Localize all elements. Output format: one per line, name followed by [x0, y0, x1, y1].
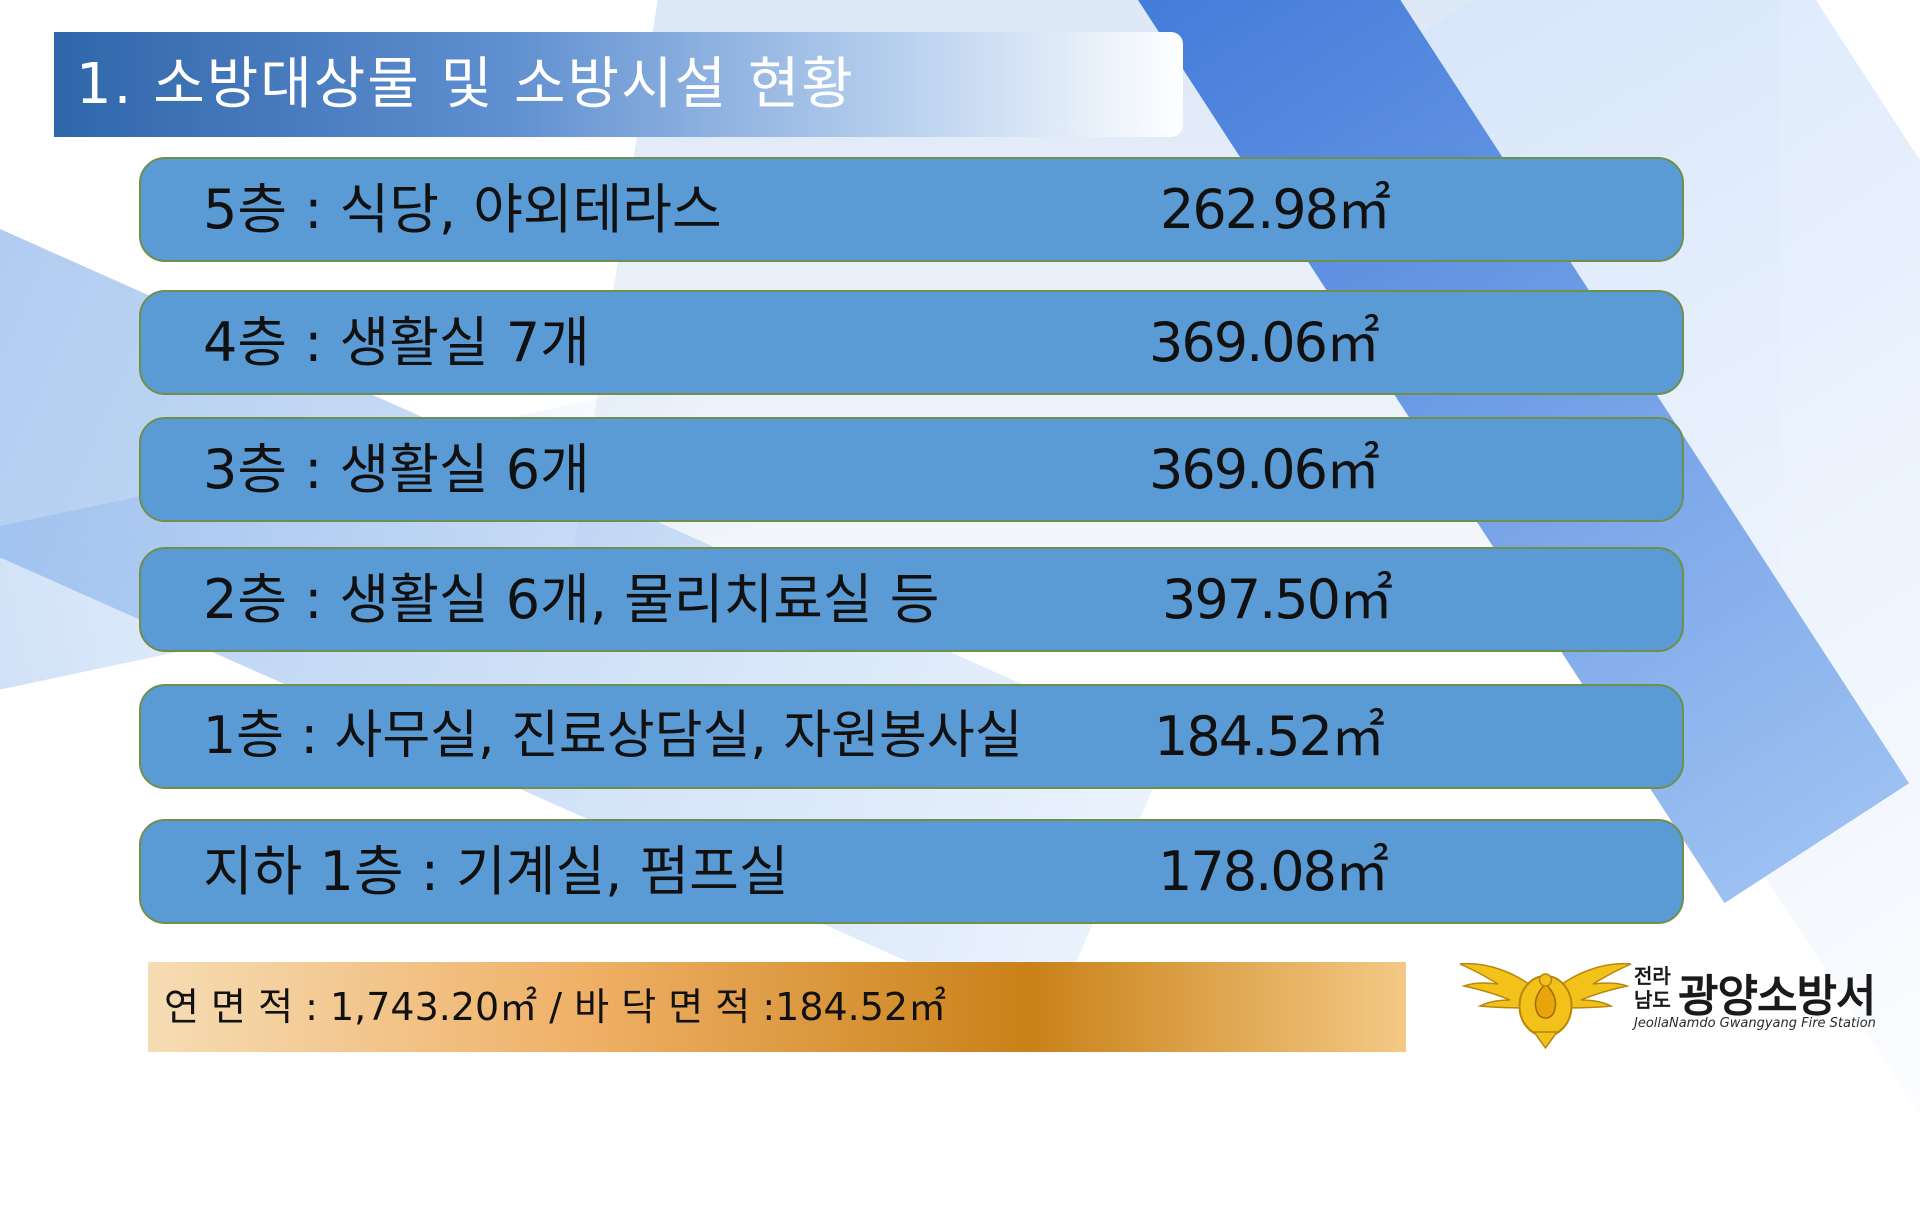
- total-area-summary: 연 면 적 : 1,743.20㎡ / 바 닥 면 적 :184.52㎡: [164, 985, 947, 1029]
- summary-bar: 연 면 적 : 1,743.20㎡ / 바 닥 면 적 :184.52㎡: [148, 962, 1406, 1052]
- eagle-emblem-icon: [1459, 962, 1632, 1050]
- floor-bar-4: 4층 : 생활실 7개 369.06㎡: [139, 290, 1684, 395]
- floor-description: 2층 : 생활실 6개, 물리치료실 등: [203, 568, 940, 631]
- floor-description: 지하 1층 : 기계실, 펌프실: [203, 840, 789, 903]
- floor-bar-basement-1: 지하 1층 : 기계실, 펌프실 178.08㎡: [139, 819, 1684, 924]
- logo-region-label: 전라 남도: [1634, 964, 1671, 1012]
- floor-bar-1: 1층 : 사무실, 진료상담실, 자원봉사실 184.52㎡: [139, 684, 1684, 789]
- logo-english-name: JeollaNamdo Gwangyang Fire Station: [1634, 1016, 1876, 1031]
- floor-bar-5: 5층 : 식당, 야외테라스 262.98㎡: [139, 157, 1684, 262]
- fire-station-logo: 전라 남도 광양소방서 JeollaNamdo Gwangyang Fire S…: [1458, 950, 1898, 1050]
- floor-area: 184.52㎡: [1154, 705, 1385, 768]
- floor-description: 3층 : 생활실 6개: [203, 438, 590, 501]
- floor-area: 178.08㎡: [1158, 840, 1389, 903]
- floor-bar-3: 3층 : 생활실 6개 369.06㎡: [139, 417, 1684, 522]
- floor-description: 1층 : 사무실, 진료상담실, 자원봉사실: [203, 706, 1023, 766]
- floor-area: 369.06㎡: [1149, 438, 1380, 501]
- floor-description: 5층 : 식당, 야외테라스: [203, 178, 722, 241]
- logo-station-name: 광양소방서: [1678, 971, 1876, 1022]
- title-bar: 1. 소방대상물 및 소방시설 현황: [54, 32, 1183, 137]
- floor-area: 262.98㎡: [1160, 178, 1391, 241]
- page-title: 1. 소방대상물 및 소방시설 현황: [76, 52, 855, 117]
- floor-bar-2: 2층 : 생활실 6개, 물리치료실 등 397.50㎡: [139, 547, 1684, 652]
- floor-description: 4층 : 생활실 7개: [203, 311, 590, 374]
- floor-area: 397.50㎡: [1162, 568, 1393, 631]
- floor-area: 369.06㎡: [1149, 311, 1380, 374]
